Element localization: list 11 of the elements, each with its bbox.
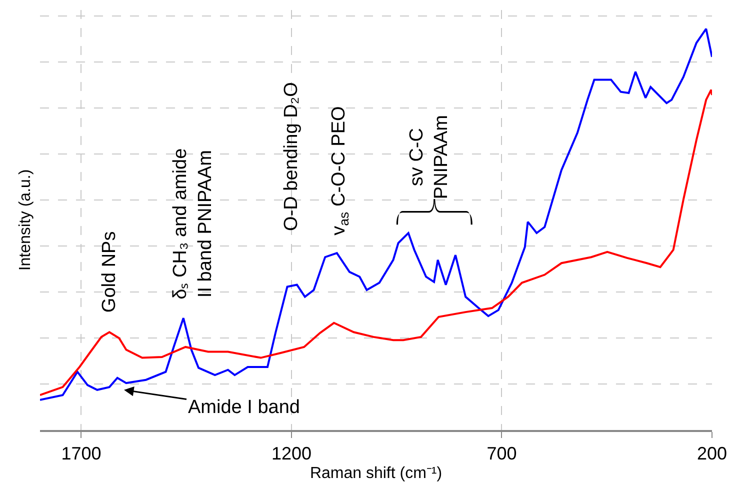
annotation: δₛ CH₃ and amide II band PNIPAAm [170, 148, 216, 300]
x-tick-label: 1700 [61, 444, 102, 464]
x-axis-title: Raman shift (cm⁻¹) [310, 464, 442, 482]
annotation: sv C-C PNIPAAm [406, 114, 452, 200]
y-axis-title: Intensity (a.u.) [16, 169, 34, 271]
x-tick-label: 200 [696, 444, 728, 464]
x-tick-label: 1200 [271, 444, 312, 464]
annotation: O-D bending D₂O [281, 82, 302, 231]
annotation: Gold NPs [98, 231, 120, 313]
annotation: Amide I band [188, 397, 300, 418]
x-tick-label: 700 [486, 444, 517, 464]
